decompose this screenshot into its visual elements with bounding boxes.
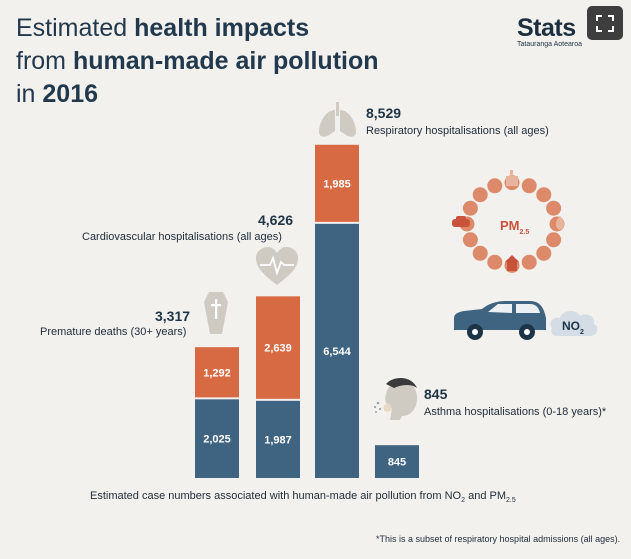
particle-dot [546,200,562,216]
fire-icon [555,216,565,230]
particle-dot [536,245,552,261]
bar-label-pm25-0: 2,025 [203,434,231,446]
title-line1: Estimated [16,14,135,42]
exhaust-cloud-icon: NO2 [550,310,598,336]
total-respiratory: 8,529 [366,105,402,121]
expand-button[interactable] [587,6,623,40]
chart-caption: Estimated case numbers associated with h… [90,490,516,505]
total-cardiovascular: 4,626 [258,212,294,228]
title-bold-1: health impacts [134,14,310,42]
bar-label-no2-1: 2,639 [264,343,292,355]
title-bold-2: human-made air pollution [72,47,379,75]
logo-subtitle: Tatauranga Aotearoa [517,41,582,48]
particle-dot [462,232,478,248]
bars-group: 2,025 1,292 1,987 2,639 6,544 1,985 845 [195,144,419,478]
particle-cloud-icon: PM2.5 [452,170,565,273]
factory-icon [506,170,518,186]
particle-dot [521,254,537,270]
bar-label-pm25-1: 1,987 [264,434,292,446]
heart-icon [256,247,298,285]
particle-dot [487,178,503,194]
label-respiratory: Respiratory hospitalisations (all ages) [366,125,549,137]
title-bold-3: 2016 [42,80,99,108]
title-line2: from [16,47,73,75]
bar-pm25-1 [256,400,300,478]
car-small-icon [452,216,470,227]
lungs-icon [319,102,356,137]
no2-label: NO2 [562,319,584,336]
label-cardiovascular: Cardiovascular hospitalisations (all age… [82,231,282,243]
total-premature-deaths: 3,317 [155,308,191,324]
bar-label-no2-2: 1,985 [323,178,351,190]
car-icon [454,301,546,340]
bar-pm25-3 [375,445,419,478]
bar-label-no2-0: 1,292 [203,367,231,379]
pm-label: PM2.5 [500,218,529,236]
coughing-child-icon [373,378,418,420]
bar-pm25-2 [315,223,359,478]
footnote: *This is a subset of respiratory hospita… [376,534,621,544]
bar-label-pm25-2: 6,544 [323,346,351,358]
expand-icon [596,15,614,32]
chart-title: Estimated health impacts from human-made… [16,12,379,111]
particle-dot [462,200,478,216]
house-icon [505,255,519,271]
bar-pm25-0 [195,399,239,478]
particle-dot [472,187,488,203]
bar-label-pm25-3: 845 [388,457,406,469]
particle-dot [521,178,537,194]
title-line3: in [16,80,43,108]
particle-dot [487,254,503,270]
coffin-icon [204,292,228,334]
label-asthma: Asthma hospitalisations (0-18 years)* [424,406,607,418]
particle-dot [536,187,552,203]
label-premature-deaths: Premature deaths (30+ years) [40,326,187,338]
particle-dot [546,232,562,248]
bar-no2-1 [256,296,300,399]
bar-no2-0 [195,347,239,398]
total-asthma: 845 [424,386,448,402]
bar-no2-2 [315,144,359,222]
logo-word: Stats [517,14,576,42]
particle-dot [472,245,488,261]
stats-nz-logo: Stats Tatauranga Aotearoa [517,14,582,48]
